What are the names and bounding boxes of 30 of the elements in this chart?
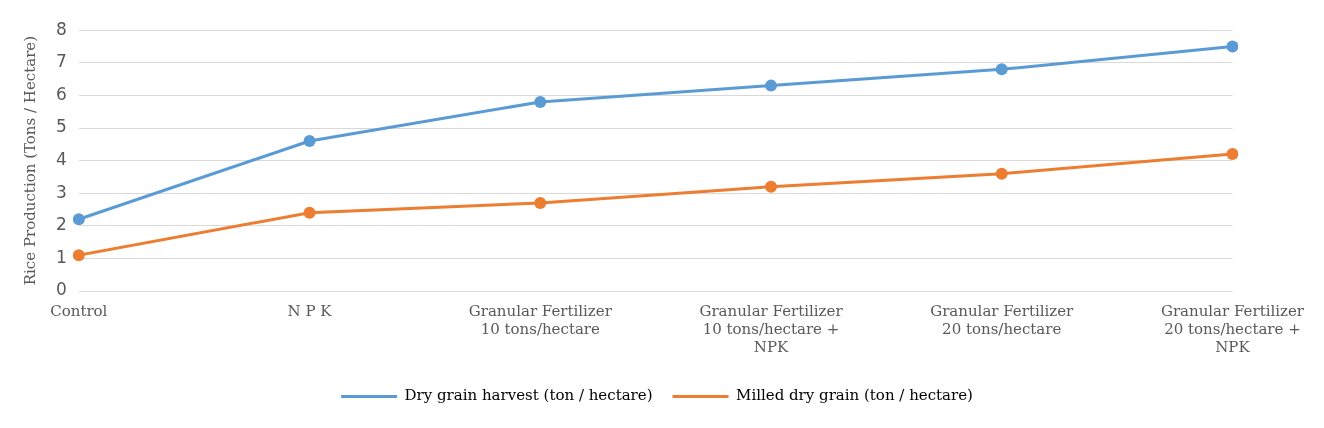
point (1226, 148, 1239, 161)
point (765, 180, 777, 193)
point (995, 167, 1008, 180)
y-tick-label: 4 (55, 149, 67, 170)
legend-label: Dry grain harvest (ton / hectare) (404, 386, 653, 405)
y-axis-title: Rice Production (Tons / Hectare) (20, 35, 39, 286)
x-tick-label: Granular Fertilizer 20 tons/hectare (930, 301, 1075, 338)
point (303, 135, 316, 148)
x-tick-label: N P K (287, 301, 333, 320)
y-tick-label: 2 (55, 214, 67, 235)
y-tick-label: 8 (55, 18, 67, 39)
y-tick-label: 7 (55, 51, 67, 72)
y-tick-label: 6 (55, 83, 67, 104)
point (765, 79, 777, 92)
point (72, 249, 85, 262)
point (303, 206, 316, 219)
y-tick-label: 3 (55, 181, 67, 202)
x-tick-label: Control (50, 301, 108, 320)
y-tick-label: 1 (55, 246, 67, 267)
y-tick-label: 5 (55, 116, 67, 137)
legend-label: Milled dry grain (ton / hectare) (736, 386, 973, 405)
point (534, 95, 547, 108)
x-tick-label: Granular Fertilizer 20 tons/hectare + NPK (1160, 301, 1305, 356)
point (534, 196, 547, 209)
point (72, 213, 85, 226)
x-tick-label: Granular Fertilizer 10 tons/hectare + NPK (699, 301, 844, 356)
point (995, 63, 1008, 76)
y-tick-label: 0 (55, 279, 67, 300)
x-tick-label: Granular Fertilizer 10 tons/hectare (468, 301, 613, 338)
point (1226, 40, 1239, 53)
